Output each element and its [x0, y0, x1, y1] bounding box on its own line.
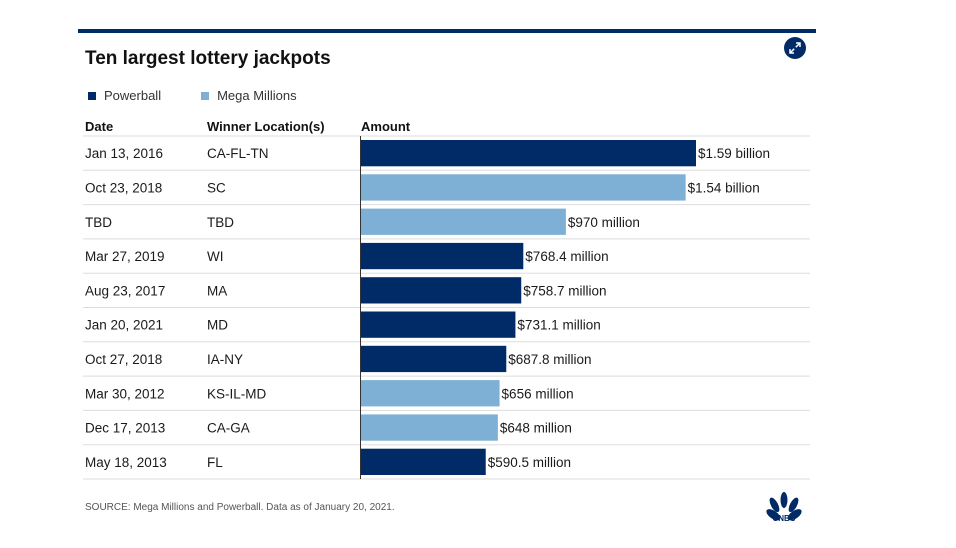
cell-location: IA-NY [207, 352, 243, 367]
cell-date: TBD [85, 215, 112, 230]
cell-location: TBD [207, 215, 234, 230]
bar-value-label: $687.8 million [508, 352, 591, 367]
cell-date: Aug 23, 2017 [85, 283, 165, 298]
cnbc-peacock-icon: CNBC [766, 492, 802, 523]
logo-text: CNBC [772, 514, 795, 522]
bar-value-label: $656 million [502, 386, 574, 401]
legend-swatch-powerball [88, 91, 96, 100]
bar-value-label: $590.5 million [488, 455, 571, 470]
legend-label-powerball: Powerball [104, 88, 162, 103]
bar [361, 242, 524, 270]
expand-arrows-icon [789, 42, 801, 54]
header-amount: Amount [361, 119, 411, 134]
cell-date: Oct 23, 2018 [85, 180, 162, 195]
chart-title: Ten largest lottery jackpots [85, 48, 331, 69]
cell-location: MA [207, 283, 227, 298]
bar-value-label: $731.1 million [517, 318, 600, 333]
cell-location: CA-GA [207, 421, 250, 436]
bar [361, 277, 522, 304]
cell-location: MD [207, 318, 228, 333]
cell-date: May 18, 2013 [85, 455, 167, 470]
expand-button[interactable] [784, 37, 806, 59]
cell-location: KS-IL-MD [207, 386, 267, 401]
source-note: SOURCE: Mega Millions and Powerball. Dat… [85, 502, 395, 513]
top-accent-bar [78, 29, 816, 33]
cell-date: Jan 13, 2016 [85, 146, 163, 161]
cell-date: Oct 27, 2018 [85, 352, 162, 367]
bar-value-label: $768.4 million [525, 249, 608, 264]
bar-value-label: $648 million [500, 421, 572, 436]
bar [361, 345, 507, 373]
cell-date: Mar 27, 2019 [85, 249, 165, 264]
cell-location: WI [207, 249, 224, 264]
bar [361, 140, 696, 167]
bar-value-label: $1.54 billion [688, 180, 760, 195]
cnbc-logo: CNBC [760, 492, 808, 527]
header-date: Date [85, 119, 114, 134]
legend-item-powerball: Powerball [88, 88, 161, 103]
bar-value-label: $758.7 million [523, 283, 606, 298]
cell-date: Dec 17, 2013 [85, 421, 165, 436]
bar-value-label: $1.59 billion [698, 146, 770, 161]
cell-date: Mar 30, 2012 [85, 386, 165, 401]
legend-label-mega-millions: Mega Millions [217, 88, 297, 103]
bar [361, 380, 500, 407]
bar [361, 208, 566, 235]
bar [361, 414, 498, 441]
cell-location: CA-FL-TN [207, 146, 269, 161]
header-location: Winner Location(s) [207, 119, 325, 134]
bar [361, 311, 516, 338]
bar [361, 174, 686, 201]
cell-location: FL [207, 455, 223, 470]
legend: Powerball Mega Millions [88, 88, 297, 103]
bar-value-label: $970 million [568, 215, 640, 230]
bar [361, 448, 486, 475]
cell-date: Jan 20, 2021 [85, 318, 163, 333]
legend-swatch-mega-millions [201, 91, 210, 100]
cell-location: SC [207, 180, 226, 195]
legend-item-mega-millions: Mega Millions [201, 88, 297, 103]
